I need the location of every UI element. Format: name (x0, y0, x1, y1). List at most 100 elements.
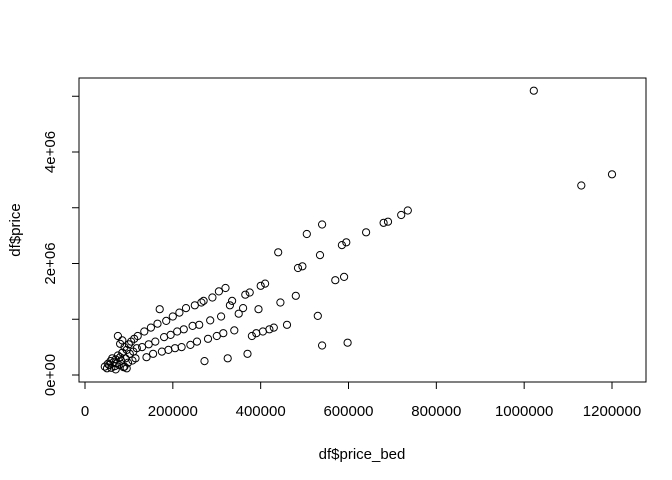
data-point (190, 301, 199, 310)
data-point (343, 338, 352, 347)
data-point (164, 345, 173, 354)
data-point (170, 344, 180, 353)
data-point (318, 220, 327, 229)
data-point (100, 362, 109, 371)
x-tick-label: 1000000 (495, 403, 553, 420)
data-points (100, 86, 617, 374)
data-point (149, 349, 158, 358)
data-point (315, 251, 325, 260)
data-point (291, 291, 300, 300)
data-point (186, 340, 195, 349)
data-point (276, 298, 285, 307)
data-point (105, 360, 114, 370)
data-point (219, 329, 228, 338)
x-tick-label: 800000 (411, 403, 461, 420)
data-point (153, 319, 162, 328)
y-tick-label: 4e+06 (42, 131, 59, 173)
data-point (223, 354, 232, 363)
x-tick-label: 1200000 (583, 403, 641, 420)
data-point (195, 320, 204, 329)
data-point (111, 355, 120, 364)
data-point (403, 206, 412, 215)
y-axis-label: df$price (7, 203, 24, 256)
data-point (217, 312, 226, 321)
data-point (111, 365, 120, 374)
plot-frame (78, 77, 647, 383)
data-point (142, 353, 151, 362)
data-point (293, 263, 303, 273)
data-point (168, 312, 177, 321)
data-point (318, 341, 327, 350)
x-tick-label: 400000 (236, 403, 286, 420)
data-point (200, 357, 209, 366)
data-point (177, 343, 186, 352)
data-point (274, 248, 283, 257)
data-point (162, 316, 171, 325)
data-point (241, 290, 250, 299)
data-point (239, 304, 248, 313)
data-point (261, 279, 270, 288)
data-point (214, 287, 223, 296)
data-point (206, 316, 215, 325)
data-point (234, 309, 243, 318)
data-point (607, 170, 617, 179)
data-point (118, 336, 127, 345)
data-point (243, 349, 252, 358)
data-point (383, 217, 393, 226)
data-point (188, 321, 197, 330)
data-point (342, 238, 351, 247)
x-axis: 0 200000 400000 600000 800000 1000000 1200000 (81, 381, 641, 420)
data-point (138, 343, 147, 352)
data-point (230, 326, 239, 335)
data-point (302, 229, 311, 239)
data-point (340, 272, 349, 281)
data-point (221, 283, 230, 293)
data-point (132, 344, 141, 353)
x-tick-label: 0 (81, 403, 89, 420)
data-point (256, 281, 265, 290)
data-point (247, 331, 256, 341)
data-point (131, 354, 140, 363)
data-point (265, 325, 274, 334)
x-tick-label: 600000 (323, 403, 373, 420)
data-point (397, 210, 406, 220)
data-point (113, 331, 123, 341)
data-point (208, 293, 217, 302)
data-point (254, 305, 263, 314)
data-point (337, 241, 346, 250)
data-point (313, 311, 322, 320)
data-point (133, 331, 142, 341)
data-point (181, 304, 191, 313)
y-tick-label: 2e+06 (42, 242, 59, 284)
data-point (151, 337, 160, 346)
data-point (298, 262, 307, 271)
data-point (225, 301, 234, 310)
y-tick-label: 0e+00 (42, 354, 59, 396)
data-point (197, 298, 206, 307)
data-point (192, 337, 202, 346)
data-point (124, 340, 133, 349)
data-point (179, 325, 188, 334)
y-axis: 0e+00 2e+06 4e+06 (42, 95, 80, 396)
data-point (245, 288, 254, 297)
x-axis-label: df$price_bed (319, 446, 406, 463)
data-point (175, 308, 184, 317)
data-point (577, 181, 586, 190)
data-point (199, 296, 208, 305)
x-tick-label: 200000 (148, 403, 198, 420)
data-point (140, 327, 149, 336)
data-point (166, 330, 175, 339)
data-point (331, 276, 340, 285)
data-point (116, 353, 125, 362)
data-point (362, 228, 371, 237)
data-point (120, 362, 129, 371)
data-point (155, 305, 164, 314)
data-point (122, 364, 131, 373)
data-point (282, 320, 292, 329)
data-point (529, 86, 538, 95)
data-point (228, 296, 237, 305)
data-point (203, 334, 213, 343)
data-point (269, 323, 278, 332)
data-point (379, 218, 388, 227)
